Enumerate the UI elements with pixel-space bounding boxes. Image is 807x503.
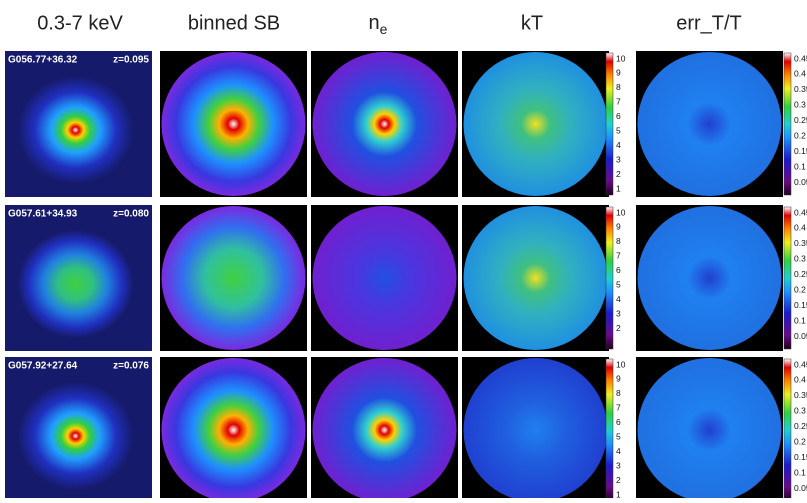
colorbar-tick-label: 8 — [616, 236, 621, 246]
colorbar-tick-label: 6 — [616, 417, 621, 427]
colorbar-tick-label: 8 — [616, 82, 621, 92]
column-title: err_T/T — [676, 12, 742, 34]
colorbar-tick-label: 5 — [616, 279, 621, 289]
redshift: z=0.080 — [113, 209, 149, 220]
column-title: 0.3-7 keV — [37, 12, 123, 34]
colorbar-tick-label: 0.3 — [794, 254, 806, 264]
colorbar-tick-label: 0.35 — [794, 84, 807, 94]
colorbar-tick-label: 0.1 — [794, 316, 806, 326]
temperature-map — [464, 206, 608, 350]
sb-map — [162, 52, 306, 196]
error-map — [638, 52, 782, 196]
colorbar — [784, 53, 791, 195]
density-map — [313, 206, 457, 350]
colorbar — [606, 53, 613, 195]
colorbar-tick-label: 1 — [616, 489, 621, 498]
colorbar-tick-label: 0.3 — [794, 406, 806, 416]
error-map — [638, 206, 782, 350]
colorbar-tick-label: 0.05 — [794, 331, 807, 341]
colorbar-tick-label: 0.45 — [794, 207, 807, 217]
colorbar-tick-label: 7 — [616, 251, 621, 261]
colorbar-tick-label: 0.1 — [794, 468, 806, 478]
column-title: ne — [369, 12, 388, 36]
colorbar-tick-label: 0.05 — [794, 483, 807, 493]
colorbar-tick-label: 5 — [616, 125, 621, 135]
colorbar-tick-label: 0.4 — [794, 69, 806, 79]
colorbar-tick-label: 2 — [616, 475, 621, 485]
colorbar — [784, 207, 791, 349]
colorbar-tick-label: 4 — [616, 140, 621, 150]
colorbar-tick-label: 7 — [616, 97, 621, 107]
colorbar-tick-label: 6 — [616, 111, 621, 121]
cluster-name: G057.61+34.93 — [8, 209, 78, 220]
colorbar-tick-label: 3 — [616, 460, 621, 470]
cluster-name: G057.92+27.64 — [8, 361, 78, 372]
title-subscript: e — [380, 21, 388, 37]
colorbar-tick-label: 0.25 — [794, 269, 807, 279]
density-map — [313, 52, 457, 196]
xray-emission — [18, 382, 134, 490]
colorbar-tick-label: 0.25 — [794, 421, 807, 431]
xray-emission — [18, 230, 134, 338]
error-map — [638, 358, 782, 498]
colorbar-tick-label: 0.45 — [794, 359, 807, 369]
colorbar-tick-label: 3 — [616, 154, 621, 164]
colorbar-tick-label: 3 — [616, 308, 621, 318]
colorbar-tick-label: 10 — [616, 53, 626, 63]
colorbar-tick-label: 0.2 — [794, 285, 806, 295]
colorbar-tick-label: 7 — [616, 403, 621, 413]
colorbar-tick-label: 8 — [616, 388, 621, 398]
colorbar — [606, 207, 613, 349]
title-base: n — [369, 12, 380, 34]
colorbar-tick-label: 4 — [616, 294, 621, 304]
redshift: z=0.076 — [113, 361, 149, 372]
colorbar — [606, 359, 613, 498]
colorbar-tick-label: 5 — [616, 431, 621, 441]
colorbar-tick-label: 6 — [616, 265, 621, 275]
colorbar — [784, 359, 791, 498]
colorbar-tick-label: 0.15 — [794, 452, 807, 462]
colorbar-tick-label: 0.2 — [794, 437, 806, 447]
temperature-map — [464, 52, 608, 196]
sb-map — [162, 206, 306, 350]
colorbar-tick-label: 1 — [616, 183, 621, 193]
colorbar-tick-label: 0.1 — [794, 162, 806, 172]
colorbar-tick-label: 0.4 — [794, 223, 806, 233]
xray-emission — [18, 76, 134, 184]
colorbar-tick-label: 0.4 — [794, 375, 806, 385]
colorbar-tick-label: 2 — [616, 323, 621, 333]
colorbar-tick-label: 0.25 — [794, 115, 807, 125]
colorbar-tick-label: 2 — [616, 169, 621, 179]
colorbar-tick-label: 0.15 — [794, 146, 807, 156]
colorbar-tick-label: 9 — [616, 68, 621, 78]
colorbar-tick-label: 9 — [616, 222, 621, 232]
sb-map — [162, 358, 306, 498]
redshift: z=0.095 — [113, 55, 149, 66]
colorbar-tick-label: 10 — [616, 207, 626, 217]
column-title: kT — [521, 12, 543, 34]
density-map — [313, 358, 457, 498]
colorbar-tick-label: 0.45 — [794, 53, 807, 63]
colorbar-tick-label: 0.05 — [794, 177, 807, 187]
colorbar-tick-label: 4 — [616, 446, 621, 456]
figure: 0.3-7 keV binned SB ne kT err_T/T G056.77+36.… — [0, 0, 807, 498]
colorbar-tick-label: 0.35 — [794, 238, 807, 248]
colorbar-tick-label: 0.2 — [794, 131, 806, 141]
colorbar-tick-label: 9 — [616, 374, 621, 384]
column-title: binned SB — [188, 12, 280, 34]
temperature-map — [464, 358, 608, 498]
cluster-name: G056.77+36.32 — [8, 55, 78, 66]
colorbar-tick-label: 0.35 — [794, 390, 807, 400]
colorbar-tick-label: 0.3 — [794, 100, 806, 110]
colorbar-tick-label: 0.15 — [794, 300, 807, 310]
colorbar-tick-label: 10 — [616, 359, 626, 369]
